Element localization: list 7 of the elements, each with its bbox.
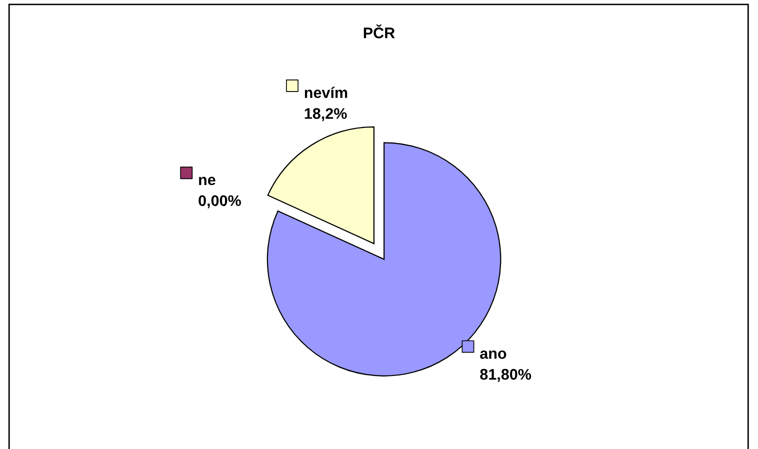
data-label: 18,2% xyxy=(304,108,347,122)
legend-label: ano xyxy=(480,350,506,359)
data-label: 81,80% xyxy=(480,368,532,382)
legend-label: ne xyxy=(199,176,216,186)
text: 0,00% xyxy=(198,195,241,208)
legend-label: nevím xyxy=(304,86,348,98)
chart-title: PČR xyxy=(364,24,395,38)
